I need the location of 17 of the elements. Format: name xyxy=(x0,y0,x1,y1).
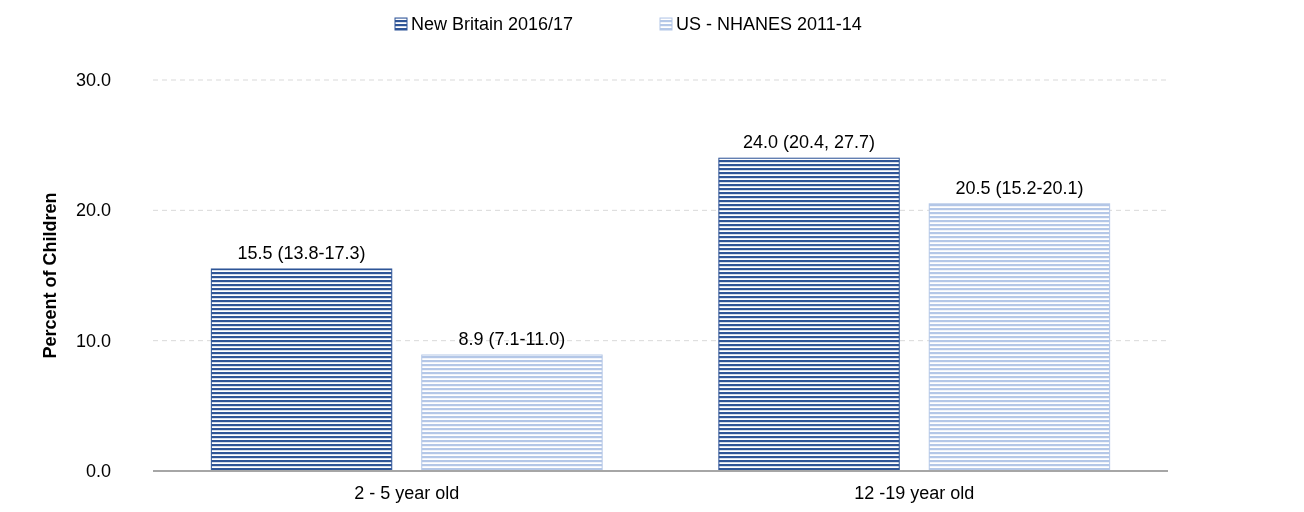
data-label: 8.9 (7.1-11.0) xyxy=(458,329,566,349)
y-tick-label: 0.0 xyxy=(85,461,111,481)
bar xyxy=(718,157,900,472)
data-label: 20.5 (15.2-20.1) xyxy=(955,177,1084,198)
bar xyxy=(421,354,603,472)
x-tick-label: 12 -19 year old xyxy=(854,483,975,503)
bar xyxy=(210,268,393,472)
legend-label: US - NHANES 2011-14 xyxy=(676,14,862,34)
y-tick-label: 30.0 xyxy=(75,70,111,90)
data-label: 24.0 (20.4, 27.7) xyxy=(743,132,876,153)
legend-label: New Britain 2016/17 xyxy=(411,14,574,34)
x-tick-label: 2 - 5 year old xyxy=(354,483,460,503)
data-label: 15.5 (13.8-17.3) xyxy=(237,242,366,263)
y-tick-label: 10.0 xyxy=(75,330,111,351)
y-tick-label: 20.0 xyxy=(75,200,111,221)
bar xyxy=(928,203,1111,472)
y-axis-title: Percent of Children xyxy=(40,192,60,359)
